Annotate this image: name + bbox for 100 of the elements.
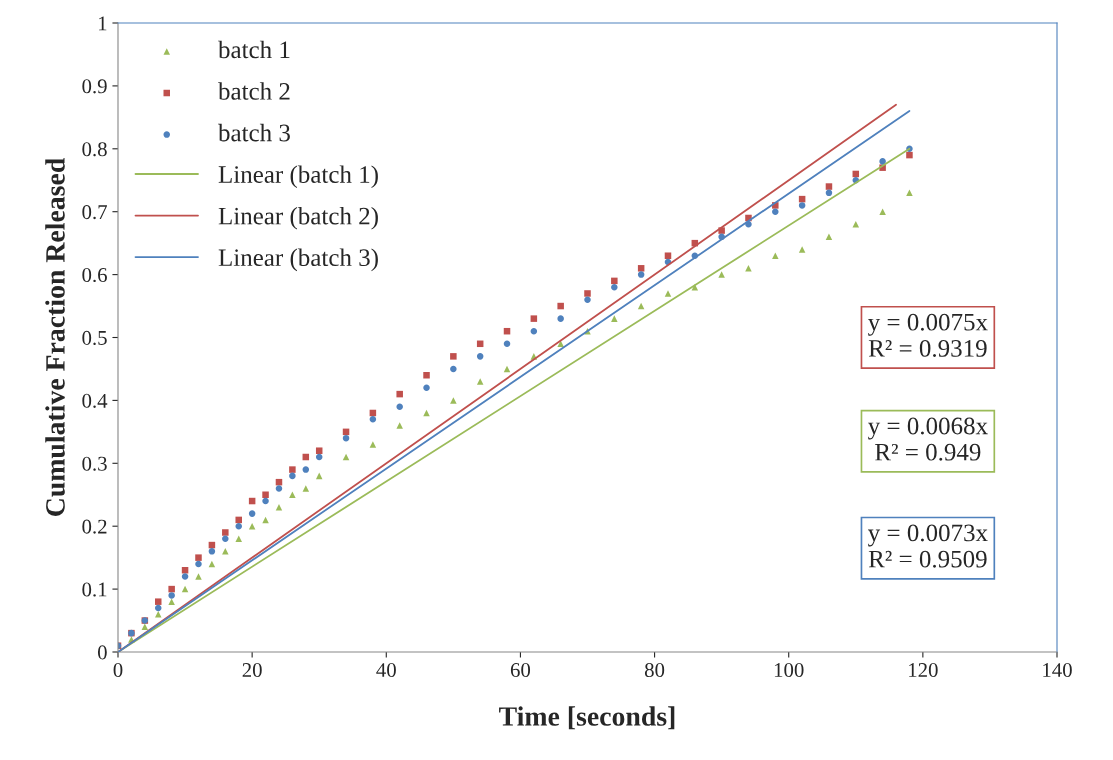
- point: [289, 466, 296, 473]
- point: [745, 265, 752, 272]
- y-tick-label: 0.7: [82, 205, 107, 220]
- point: [879, 208, 886, 215]
- point: [906, 189, 913, 197]
- x-tick-label: 20: [242, 663, 262, 678]
- point: [222, 529, 229, 536]
- point: [798, 202, 806, 209]
- point: [208, 548, 216, 555]
- point: [141, 623, 149, 631]
- point: [825, 183, 833, 190]
- annotation: y = 0.0075x R² = 0.9319: [868, 313, 988, 357]
- x-tick-label: 60: [510, 663, 531, 678]
- y-tick-label: 0.9: [82, 79, 107, 94]
- y-tick-label: 0.2: [82, 519, 107, 534]
- y-tick-label: 0.3: [82, 456, 107, 471]
- point: [557, 315, 564, 322]
- point: [195, 573, 202, 580]
- point: [476, 378, 484, 385]
- point: [530, 327, 538, 335]
- point: [584, 296, 591, 304]
- point: [825, 189, 833, 197]
- point: [208, 560, 216, 568]
- point: [664, 290, 672, 297]
- x-tick-label: 120: [909, 663, 938, 678]
- point: [557, 302, 564, 310]
- point: [396, 403, 403, 410]
- point: [248, 510, 256, 517]
- y-tick-label: 0: [97, 645, 107, 660]
- legend-label: Linear (batch 2): [218, 206, 378, 230]
- point: [235, 522, 242, 530]
- point: [396, 422, 403, 429]
- point: [315, 472, 323, 480]
- point: [611, 283, 618, 291]
- point: [879, 158, 886, 165]
- point: [450, 353, 457, 360]
- point: [584, 290, 591, 297]
- point: [222, 548, 229, 555]
- x-tick-label: 40: [376, 663, 396, 678]
- point: [637, 265, 645, 272]
- point: [315, 453, 323, 461]
- y-tick-label: 1: [99, 16, 107, 31]
- point: [718, 271, 725, 278]
- point: [852, 221, 860, 228]
- point: [262, 491, 269, 499]
- point: [181, 573, 189, 580]
- x-tick-label: 80: [644, 663, 665, 678]
- point: [772, 208, 779, 215]
- point: [315, 447, 323, 454]
- legend-label: batch 1: [218, 40, 290, 59]
- x-tick-label: 140: [1043, 663, 1072, 678]
- point: [289, 472, 296, 480]
- point: [275, 485, 283, 492]
- point: [906, 151, 913, 159]
- y-tick-label: 0.5: [82, 330, 107, 346]
- point: [168, 598, 175, 605]
- legend-label: Linear (batch 1): [218, 165, 378, 189]
- point: [154, 611, 162, 618]
- y-tick-label: 0.1: [82, 582, 107, 597]
- y-axis-title: Cumulative Fraction Released: [45, 158, 65, 516]
- point: [342, 434, 350, 442]
- point: [611, 277, 618, 285]
- point: [154, 604, 162, 612]
- point: [235, 535, 242, 543]
- point: [262, 497, 269, 505]
- point: [530, 315, 538, 322]
- legend-label: Linear (batch 3): [218, 248, 378, 272]
- y-tick-label: 0.8: [82, 142, 107, 157]
- y-tick-label: 0.4: [82, 393, 108, 408]
- point: [369, 441, 377, 448]
- annotation: y = 0.0068x R² = 0.949: [868, 417, 988, 461]
- x-tick-label: 0: [113, 663, 123, 678]
- point: [235, 516, 242, 524]
- point: [275, 504, 283, 511]
- point: [396, 390, 403, 398]
- point: [168, 585, 175, 593]
- point: [423, 384, 430, 392]
- point: [369, 416, 377, 423]
- x-tick-label: 100: [774, 663, 804, 678]
- point: [154, 598, 162, 605]
- point: [772, 252, 779, 259]
- point: [302, 466, 310, 473]
- point: [289, 491, 296, 499]
- point: [637, 302, 645, 310]
- point: [222, 535, 229, 543]
- point: [195, 560, 202, 568]
- point: [637, 271, 645, 278]
- point: [423, 371, 430, 379]
- x-axis-title: Time [seconds]: [499, 706, 675, 730]
- point: [664, 252, 672, 259]
- point: [611, 315, 618, 322]
- point: [718, 227, 725, 234]
- legend-label: batch 3: [218, 123, 290, 142]
- point: [450, 397, 457, 404]
- point: [195, 554, 202, 561]
- point: [450, 365, 457, 373]
- point: [503, 340, 511, 348]
- point: [825, 233, 833, 241]
- point: [302, 485, 310, 492]
- legend-label: batch 2: [218, 82, 290, 100]
